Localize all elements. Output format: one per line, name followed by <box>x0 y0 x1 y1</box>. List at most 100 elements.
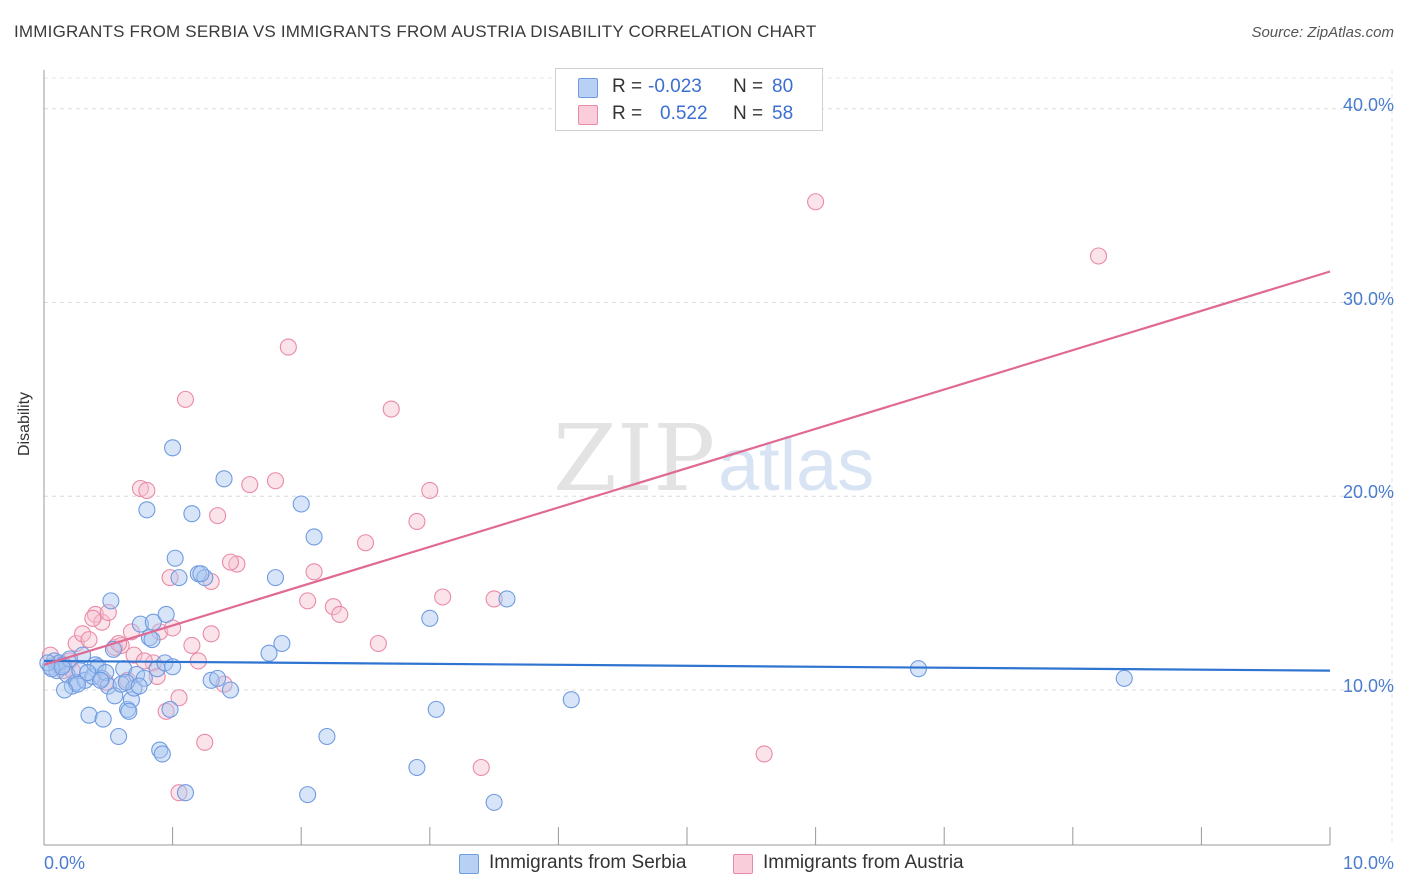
data-point <box>241 476 259 494</box>
bottom-austria-swatch <box>733 854 753 874</box>
data-point <box>299 786 317 804</box>
watermark-zip: ZIP <box>553 405 715 512</box>
data-point <box>1115 669 1133 687</box>
serbia-swatch <box>578 78 598 98</box>
austria-n-value: 58 <box>772 103 794 124</box>
legend-row-serbia: R = -0.023 N = 80 <box>556 74 822 100</box>
data-point <box>80 631 98 649</box>
data-point <box>421 609 439 627</box>
data-point <box>408 512 426 530</box>
data-point <box>209 507 227 525</box>
data-point <box>138 501 156 519</box>
serbia-r-value: -0.023 <box>648 76 702 97</box>
austria-swatch <box>578 105 598 125</box>
data-point <box>909 660 928 678</box>
data-point <box>421 481 439 499</box>
data-point <box>408 758 426 777</box>
austria-trend-line <box>43 270 1331 666</box>
data-point <box>434 588 452 606</box>
x-tick-label: 0.0% <box>44 853 86 873</box>
data-point <box>562 691 580 709</box>
y-tick-label: 10.0% <box>1342 676 1394 696</box>
data-point <box>299 592 317 610</box>
x-tick-label: 10.0% <box>1342 853 1394 873</box>
data-point <box>183 636 201 654</box>
austria-r-value: 0.522 <box>660 103 708 124</box>
data-point <box>120 702 138 720</box>
data-point <box>74 625 92 643</box>
data-point <box>472 758 490 777</box>
legend-row-austria: R = 0.522 N = 58 <box>556 101 822 127</box>
data-point <box>130 677 148 695</box>
austria-n-label: N = <box>733 103 764 124</box>
data-point <box>144 613 162 631</box>
data-point <box>110 727 128 746</box>
data-point <box>485 793 503 811</box>
data-point <box>221 681 240 699</box>
data-point <box>92 671 110 689</box>
chart-source: Source: ZipAtlas.com <box>1251 24 1394 41</box>
bottom-austria-label: Immigrants from Austria <box>763 852 964 873</box>
bottom-serbia-swatch <box>459 854 479 874</box>
data-point <box>221 553 240 571</box>
data-point <box>93 613 111 631</box>
watermark-atlas: atlas <box>718 423 874 506</box>
watermark: ZIP atlas <box>553 405 874 512</box>
serbia-n-label: N = <box>733 76 764 97</box>
data-point <box>79 664 97 682</box>
data-point <box>131 615 149 633</box>
data-point <box>331 605 349 623</box>
data-point <box>228 555 246 573</box>
correlation-legend: R = -0.023 N = 80 R = 0.522 N = 58 <box>555 68 823 131</box>
data-point <box>369 634 387 653</box>
data-point <box>153 745 171 763</box>
data-point <box>164 439 182 457</box>
axes <box>43 70 1331 846</box>
data-point <box>485 590 503 608</box>
data-point <box>117 673 135 691</box>
data-point <box>138 481 156 499</box>
data-point <box>318 727 336 746</box>
serbia-points <box>39 439 1133 811</box>
data-point <box>170 569 188 587</box>
data-point <box>202 671 220 689</box>
serbia-n-value: 80 <box>772 76 794 97</box>
data-point <box>189 652 207 670</box>
chart-title: IMMIGRANTS FROM SERBIA VS IMMIGRANTS FRO… <box>14 22 817 41</box>
data-point <box>131 479 149 498</box>
y-tick-label: 40.0% <box>1342 94 1394 115</box>
data-point <box>170 689 188 707</box>
data-point <box>260 644 278 662</box>
data-point <box>807 193 825 211</box>
data-point <box>84 609 102 627</box>
trend-lines <box>43 270 1331 672</box>
data-point <box>192 565 210 583</box>
data-point <box>498 590 516 608</box>
data-point <box>215 675 233 693</box>
data-point <box>209 669 227 687</box>
data-point <box>427 700 445 718</box>
y-tick-label: 20.0% <box>1342 482 1394 503</box>
austria-r-label: R = <box>612 103 643 124</box>
data-point <box>305 528 323 546</box>
grid-lines <box>44 70 1393 845</box>
data-point <box>161 569 179 587</box>
data-point <box>94 710 112 728</box>
serbia-trend-line <box>43 659 1331 672</box>
serbia-r-label: R = <box>612 76 643 97</box>
data-point <box>1089 247 1108 265</box>
data-point <box>56 681 74 699</box>
data-point <box>170 784 188 802</box>
data-point <box>183 505 201 523</box>
data-point <box>157 605 175 623</box>
data-point <box>279 338 297 356</box>
data-point <box>102 592 120 610</box>
data-point <box>161 700 179 718</box>
data-point <box>80 706 98 724</box>
data-point <box>196 733 214 751</box>
data-point <box>176 784 195 802</box>
data-point <box>166 549 184 567</box>
data-point <box>266 569 285 587</box>
bottom-serbia-label: Immigrants from Serbia <box>489 852 687 873</box>
